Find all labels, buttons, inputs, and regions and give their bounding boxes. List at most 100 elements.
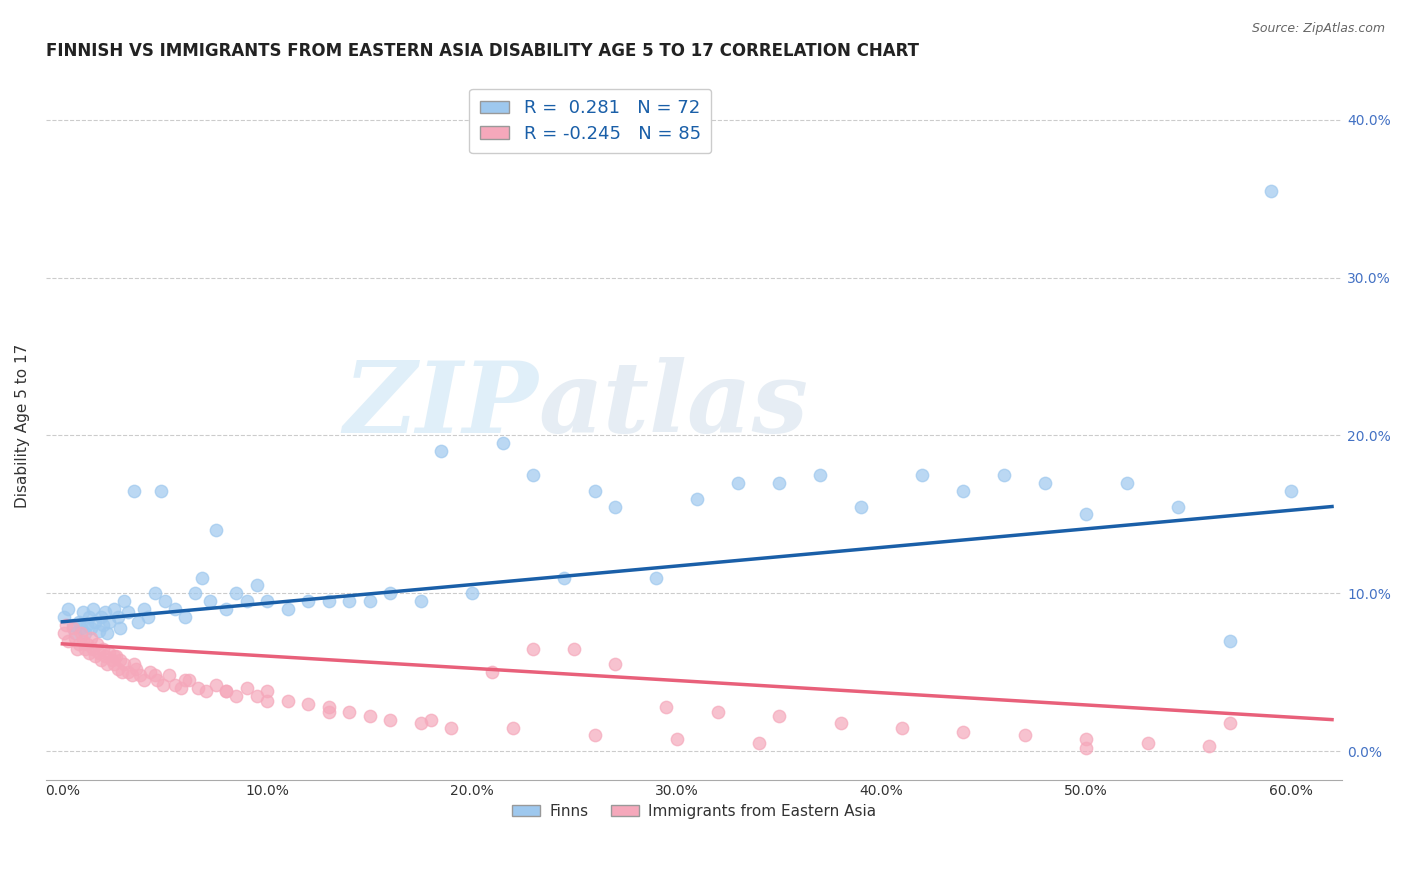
Point (246, 578, 269, 592)
Point (830, 715, 852, 730)
Point (96, 657, 118, 672)
Point (112, 657, 135, 672)
Point (1076, 508, 1098, 522)
Point (190, 570, 212, 584)
Point (90, 653, 112, 667)
Point (170, 681, 193, 695)
Point (409, 594, 432, 608)
Point (163, 602, 186, 616)
Text: ZIP: ZIP (343, 357, 538, 453)
Point (73, 625, 96, 640)
Point (152, 678, 174, 692)
Point (993, 467, 1015, 482)
Point (145, 673, 167, 688)
Point (111, 665, 134, 680)
Point (1167, 500, 1189, 514)
Point (163, 678, 186, 692)
Point (359, 709, 381, 723)
Point (125, 662, 148, 676)
Point (409, 715, 432, 730)
Point (157, 668, 180, 682)
Point (82, 641, 104, 656)
Point (225, 586, 247, 600)
Point (69, 621, 91, 635)
Point (62, 621, 84, 635)
Point (491, 436, 513, 450)
Point (583, 483, 606, 498)
Point (1116, 475, 1139, 490)
Point (98, 615, 121, 629)
Point (215, 684, 238, 698)
Point (235, 681, 257, 695)
Point (91, 618, 114, 632)
Point (359, 594, 381, 608)
Point (84, 615, 107, 629)
Point (153, 594, 176, 608)
Point (107, 610, 129, 624)
Y-axis label: Disability Age 5 to 17: Disability Age 5 to 17 (15, 344, 30, 508)
Point (768, 475, 790, 490)
Point (583, 728, 606, 742)
Point (194, 684, 217, 698)
Point (186, 681, 208, 695)
Point (103, 657, 125, 672)
Point (77, 610, 100, 624)
Point (129, 668, 152, 682)
Point (522, 467, 544, 482)
Point (80, 631, 103, 645)
Point (1219, 633, 1241, 648)
Point (297, 594, 319, 608)
Point (90, 610, 112, 624)
Point (562, 641, 585, 656)
Point (63, 625, 86, 640)
Point (318, 705, 340, 719)
Point (215, 684, 238, 698)
Text: Source: ZipAtlas.com: Source: ZipAtlas.com (1251, 22, 1385, 36)
Point (76, 637, 98, 651)
Point (665, 731, 688, 746)
Point (72, 633, 94, 648)
Point (686, 491, 709, 506)
Point (89, 624, 111, 639)
Point (143, 668, 166, 682)
Point (1033, 475, 1056, 490)
Point (122, 483, 145, 498)
Point (89, 646, 111, 660)
Point (378, 586, 401, 600)
Point (121, 668, 143, 682)
Point (420, 713, 443, 727)
Point (103, 649, 125, 664)
Point (94, 605, 117, 619)
Point (76, 618, 98, 632)
Point (1219, 715, 1241, 730)
Point (461, 586, 484, 600)
Point (63, 631, 86, 645)
Point (277, 694, 299, 708)
Point (235, 594, 257, 608)
Point (67, 615, 90, 629)
Point (911, 467, 934, 482)
Point (53, 610, 76, 624)
Point (205, 523, 228, 537)
Point (1076, 731, 1098, 746)
Point (318, 594, 340, 608)
Point (100, 653, 122, 667)
Point (174, 610, 197, 624)
Point (440, 721, 463, 735)
Point (94, 649, 117, 664)
Point (1260, 184, 1282, 198)
Point (215, 602, 238, 616)
Point (655, 700, 678, 714)
Point (952, 725, 974, 739)
Point (481, 665, 503, 680)
Point (112, 594, 135, 608)
Point (66, 641, 89, 656)
Point (82, 602, 104, 616)
Point (1198, 739, 1220, 754)
Point (67, 637, 90, 651)
Point (205, 678, 228, 692)
Point (127, 615, 149, 629)
Point (808, 467, 831, 482)
Point (58, 602, 80, 616)
Point (706, 705, 728, 719)
